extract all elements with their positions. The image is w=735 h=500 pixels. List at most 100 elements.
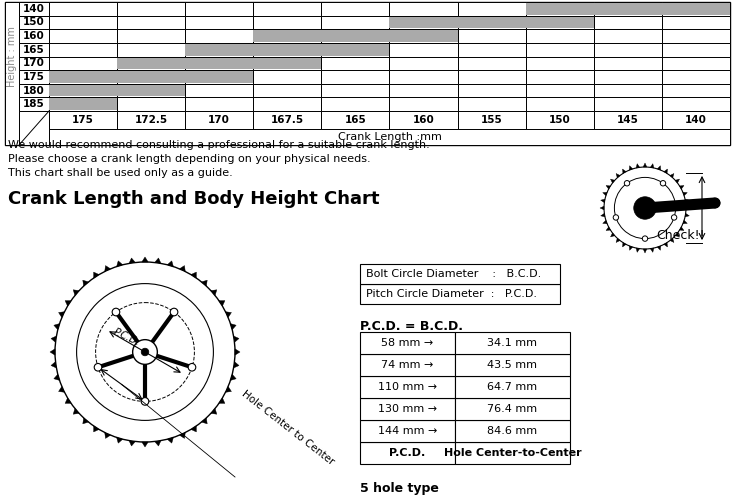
Bar <box>321 111 390 129</box>
Bar <box>526 29 594 43</box>
Bar <box>117 56 185 70</box>
Text: 170: 170 <box>23 58 45 68</box>
Text: 160: 160 <box>412 115 434 125</box>
Text: 185: 185 <box>23 99 45 109</box>
Circle shape <box>55 262 235 442</box>
Bar <box>117 58 321 69</box>
Circle shape <box>671 215 677 220</box>
Bar <box>662 98 730 111</box>
Bar <box>458 29 526 43</box>
Polygon shape <box>219 398 225 404</box>
Polygon shape <box>104 266 110 272</box>
Polygon shape <box>685 214 689 217</box>
Bar <box>254 111 321 129</box>
Bar <box>594 2 662 16</box>
Bar <box>390 98 458 111</box>
Polygon shape <box>65 398 71 404</box>
Bar <box>49 16 117 29</box>
Bar <box>185 43 254 57</box>
Bar <box>458 98 526 111</box>
Circle shape <box>624 180 630 186</box>
Bar <box>49 111 117 129</box>
Bar <box>662 2 730 16</box>
Bar <box>19 29 49 43</box>
Polygon shape <box>686 206 690 210</box>
Bar <box>5 2 19 145</box>
Polygon shape <box>629 246 633 250</box>
Bar <box>254 2 321 16</box>
Circle shape <box>141 398 148 405</box>
Bar <box>117 98 185 111</box>
Bar <box>19 111 49 145</box>
Bar <box>390 29 458 43</box>
Bar <box>526 84 594 98</box>
Bar <box>390 84 458 98</box>
Bar <box>321 16 390 29</box>
Bar <box>185 2 254 16</box>
Polygon shape <box>664 169 667 173</box>
Bar <box>526 2 594 16</box>
Bar <box>117 111 185 129</box>
Text: 5 hole type: 5 hole type <box>360 482 439 495</box>
Bar <box>662 16 730 29</box>
Circle shape <box>639 202 650 213</box>
Text: P.C.D.: P.C.D. <box>112 326 142 347</box>
Bar <box>455 376 570 398</box>
Polygon shape <box>606 227 611 230</box>
Polygon shape <box>50 349 55 355</box>
Bar <box>185 84 254 98</box>
Bar <box>390 16 458 29</box>
Bar <box>458 111 526 129</box>
Text: 43.5 mm: 43.5 mm <box>487 360 537 370</box>
Polygon shape <box>211 290 217 296</box>
Bar <box>321 43 390 57</box>
Polygon shape <box>234 362 239 368</box>
Text: We would recommend consulting a professional for a suitable crank length.: We would recommend consulting a professi… <box>8 140 430 150</box>
Bar <box>19 84 49 98</box>
Bar <box>49 98 117 111</box>
Bar <box>321 56 390 70</box>
Bar <box>390 16 594 28</box>
Polygon shape <box>685 199 689 202</box>
Bar <box>662 84 730 98</box>
Bar <box>662 111 730 129</box>
Text: 58 mm →: 58 mm → <box>381 338 434 348</box>
Polygon shape <box>59 386 65 392</box>
Bar <box>254 29 321 43</box>
Bar <box>254 70 321 84</box>
Polygon shape <box>675 179 679 183</box>
Text: 150: 150 <box>23 18 45 28</box>
Polygon shape <box>179 432 185 438</box>
Bar <box>455 398 570 420</box>
Polygon shape <box>83 418 88 424</box>
Polygon shape <box>93 272 99 278</box>
Polygon shape <box>65 300 71 306</box>
Bar <box>455 442 570 464</box>
Polygon shape <box>611 233 614 237</box>
Bar <box>5 2 730 145</box>
Text: 76.4 mm: 76.4 mm <box>487 404 537 414</box>
Polygon shape <box>657 166 661 170</box>
Polygon shape <box>643 249 647 253</box>
Circle shape <box>642 236 648 242</box>
Polygon shape <box>74 408 79 414</box>
Bar <box>254 98 321 111</box>
Polygon shape <box>154 258 161 264</box>
Polygon shape <box>211 408 217 414</box>
Polygon shape <box>606 186 611 189</box>
Polygon shape <box>680 227 684 230</box>
Text: 74 mm →: 74 mm → <box>381 360 434 370</box>
Polygon shape <box>636 248 639 252</box>
Bar <box>360 398 455 420</box>
Text: 175: 175 <box>72 115 94 125</box>
Circle shape <box>188 364 196 371</box>
Polygon shape <box>616 174 620 178</box>
Polygon shape <box>623 169 626 173</box>
Bar <box>117 84 185 98</box>
Bar <box>49 84 185 96</box>
Bar <box>458 84 526 98</box>
Polygon shape <box>650 164 654 168</box>
Bar <box>526 70 594 84</box>
Circle shape <box>171 308 178 316</box>
Polygon shape <box>680 186 684 189</box>
